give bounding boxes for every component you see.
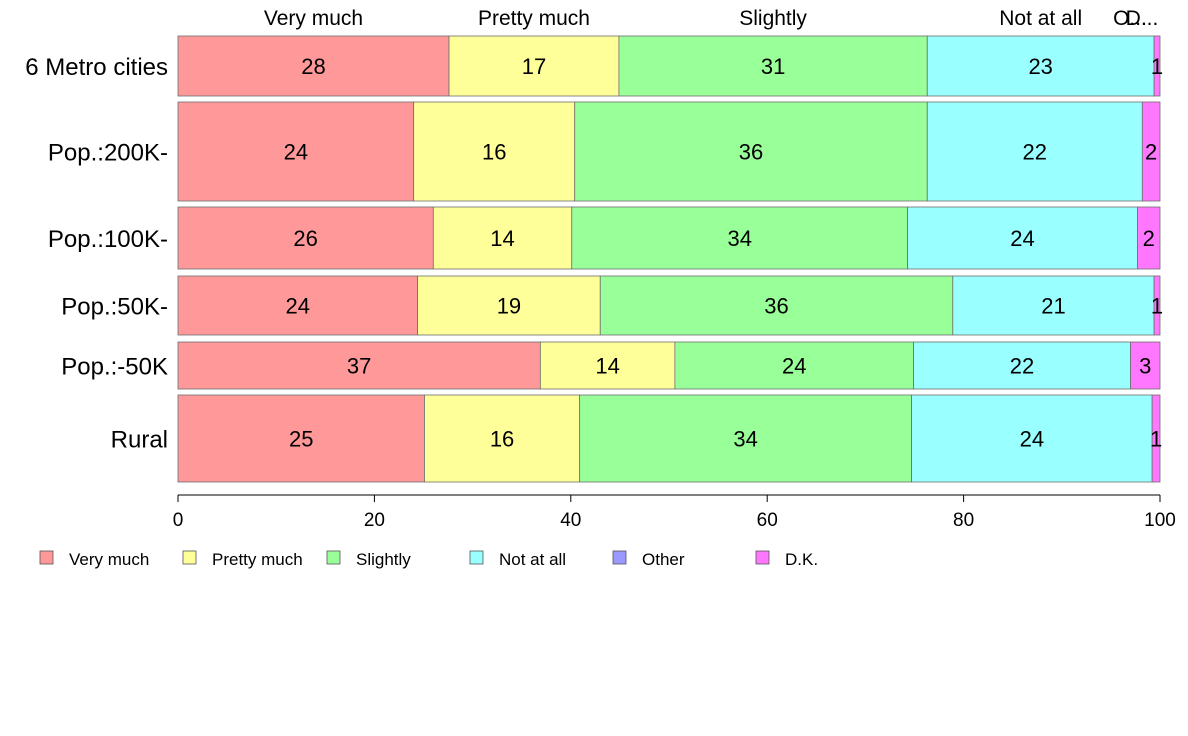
data-label: 24 — [286, 294, 310, 319]
x-tick-label: 20 — [364, 510, 385, 531]
data-label: 22 — [1023, 140, 1047, 165]
bar-segment — [674, 341, 914, 390]
bar-segment — [177, 275, 419, 336]
bar-segment — [618, 35, 928, 97]
top-series-label: Slightly — [739, 7, 807, 30]
top-series-label: Pretty much — [478, 7, 590, 30]
category-label: Pop.:100K- — [48, 226, 168, 253]
bar-segment — [952, 275, 1155, 336]
data-label: 19 — [497, 294, 521, 319]
x-tick-label: 40 — [560, 510, 581, 531]
data-label: 14 — [490, 226, 514, 251]
data-label: 1 — [1151, 54, 1163, 79]
category-label: 6 Metro cities — [25, 54, 168, 81]
x-tick-label: 80 — [953, 510, 974, 531]
bar-segment — [1130, 341, 1161, 390]
bar-segment — [177, 341, 541, 390]
data-label: 1 — [1150, 427, 1162, 452]
bar-segment — [599, 275, 954, 336]
bar-segment — [417, 275, 601, 336]
x-tick-label: 60 — [757, 510, 778, 531]
data-label: 2 — [1143, 226, 1155, 251]
bar-segment — [1153, 275, 1161, 336]
data-label: 23 — [1028, 54, 1052, 79]
bar-segment — [177, 206, 434, 270]
bar-segment — [907, 206, 1138, 270]
data-label: 21 — [1041, 294, 1065, 319]
legend-swatch — [469, 550, 484, 565]
bar-segment — [579, 394, 912, 483]
data-label: 22 — [1010, 354, 1034, 379]
legend-label: Slightly — [356, 550, 411, 569]
data-label: 14 — [595, 354, 619, 379]
bar-segment — [177, 101, 415, 202]
bar-segment — [539, 341, 676, 390]
data-label: 36 — [739, 140, 763, 165]
bar-segment — [424, 394, 581, 483]
legend-swatch — [755, 550, 770, 565]
bar-segment — [177, 35, 450, 97]
data-label: 34 — [727, 226, 751, 251]
data-label: 24 — [284, 140, 308, 165]
legend-swatch — [39, 550, 54, 565]
bar-segment — [571, 206, 909, 270]
bar-segment — [1153, 35, 1161, 97]
legend-swatch — [182, 550, 197, 565]
data-label: 24 — [1010, 226, 1034, 251]
category-label: Rural — [111, 427, 168, 454]
data-label: 28 — [301, 54, 325, 79]
x-tick-label: 0 — [173, 510, 184, 531]
data-label: 31 — [761, 54, 785, 79]
data-label: 36 — [764, 294, 788, 319]
bar-segment — [926, 101, 1143, 202]
data-label: 34 — [733, 427, 757, 452]
bar-segment — [913, 341, 1131, 390]
top-series-label: D... — [1126, 7, 1159, 30]
legend-swatch — [612, 550, 627, 565]
category-label: Pop.:-50K — [61, 354, 168, 381]
legend-label: Not at all — [499, 550, 566, 569]
data-label: 16 — [482, 140, 506, 165]
category-label: Pop.:200K- — [48, 140, 168, 167]
bar-segment — [448, 35, 620, 97]
data-label: 3 — [1139, 354, 1151, 379]
data-label: 2 — [1145, 140, 1157, 165]
data-label: 24 — [782, 354, 806, 379]
category-label: Pop.:50K- — [61, 294, 168, 321]
legend-label: Pretty much — [212, 550, 303, 569]
top-series-label: Very much — [264, 7, 363, 30]
data-label: 17 — [522, 54, 546, 79]
top-series-label: O... — [1113, 7, 1147, 30]
bar-segment — [1137, 206, 1161, 270]
bar-segment — [177, 394, 425, 483]
top-series-label: Not at all — [999, 7, 1082, 30]
bar-segment — [1151, 394, 1161, 483]
bar-segment — [911, 394, 1153, 483]
data-label: 26 — [293, 226, 317, 251]
bar-segment — [574, 101, 928, 202]
bar-segment — [1141, 101, 1161, 202]
legend-swatch — [326, 550, 341, 565]
data-label: 16 — [490, 427, 514, 452]
legend-label: Very much — [69, 550, 149, 569]
data-label: 1 — [1151, 294, 1163, 319]
data-label: 24 — [1020, 427, 1044, 452]
legend-label: Other — [642, 550, 685, 569]
data-label: 25 — [289, 427, 313, 452]
bar-segment — [432, 206, 573, 270]
bar-segment — [413, 101, 576, 202]
bar-segment — [926, 35, 1155, 97]
data-label: 37 — [347, 354, 371, 379]
x-tick-label: 100 — [1144, 510, 1176, 531]
legend-label: D.K. — [785, 550, 818, 569]
